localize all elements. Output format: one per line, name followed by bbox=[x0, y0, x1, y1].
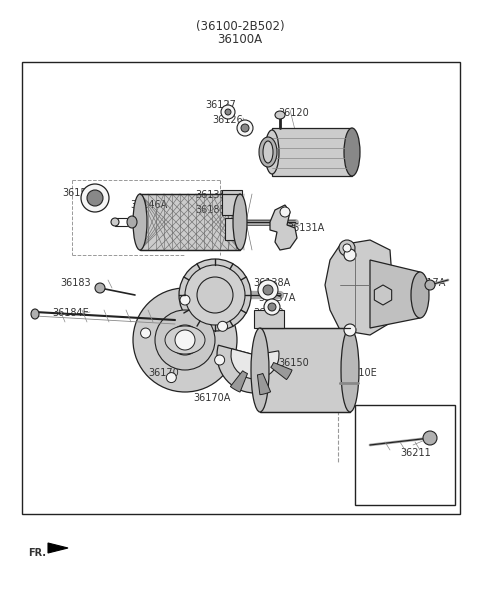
Circle shape bbox=[170, 325, 200, 355]
Circle shape bbox=[133, 288, 237, 392]
Text: 36170A: 36170A bbox=[193, 393, 230, 403]
Polygon shape bbox=[270, 205, 297, 250]
Ellipse shape bbox=[259, 137, 277, 167]
Wedge shape bbox=[271, 362, 292, 380]
Text: 36145: 36145 bbox=[185, 282, 216, 292]
Text: 36117A: 36117A bbox=[408, 278, 445, 288]
Text: 36110E: 36110E bbox=[340, 368, 377, 378]
Circle shape bbox=[155, 310, 215, 370]
Wedge shape bbox=[230, 371, 248, 392]
Circle shape bbox=[197, 277, 233, 313]
Text: 36184E: 36184E bbox=[52, 308, 89, 318]
Circle shape bbox=[263, 285, 273, 295]
Bar bbox=[272, 128, 352, 176]
Circle shape bbox=[343, 244, 351, 252]
Bar bbox=[225, 218, 243, 240]
Text: 36211: 36211 bbox=[400, 448, 431, 458]
Circle shape bbox=[81, 184, 109, 212]
Ellipse shape bbox=[31, 309, 39, 319]
Ellipse shape bbox=[127, 216, 137, 228]
Bar bbox=[22, 62, 460, 514]
Circle shape bbox=[166, 373, 176, 383]
Text: 36185: 36185 bbox=[195, 205, 226, 215]
Text: FR.: FR. bbox=[28, 548, 46, 558]
Bar bbox=[260, 328, 350, 412]
Circle shape bbox=[217, 321, 228, 331]
Circle shape bbox=[423, 431, 437, 445]
Text: (36100-2B502): (36100-2B502) bbox=[196, 20, 284, 33]
Circle shape bbox=[225, 109, 231, 115]
Polygon shape bbox=[325, 240, 395, 335]
Text: 36150: 36150 bbox=[278, 358, 309, 368]
Circle shape bbox=[237, 120, 253, 136]
Circle shape bbox=[264, 299, 280, 315]
Text: 36131A: 36131A bbox=[287, 223, 324, 233]
Text: 36100A: 36100A bbox=[217, 33, 263, 46]
Polygon shape bbox=[370, 260, 420, 328]
Text: 36146A: 36146A bbox=[130, 200, 167, 210]
Circle shape bbox=[221, 105, 235, 119]
Bar bbox=[140, 194, 240, 250]
Circle shape bbox=[241, 124, 249, 132]
Ellipse shape bbox=[344, 128, 360, 176]
Text: 36135A: 36135A bbox=[195, 190, 232, 200]
Ellipse shape bbox=[263, 141, 273, 163]
Circle shape bbox=[180, 295, 190, 305]
Circle shape bbox=[258, 280, 278, 300]
Circle shape bbox=[425, 280, 435, 290]
Ellipse shape bbox=[133, 194, 147, 250]
Wedge shape bbox=[217, 345, 293, 393]
Ellipse shape bbox=[233, 194, 247, 250]
Text: 36152B: 36152B bbox=[62, 188, 100, 198]
Ellipse shape bbox=[275, 111, 285, 119]
Ellipse shape bbox=[265, 130, 279, 174]
Polygon shape bbox=[48, 543, 68, 553]
Wedge shape bbox=[257, 373, 271, 395]
Text: 36126: 36126 bbox=[212, 115, 243, 125]
Text: 36170: 36170 bbox=[148, 368, 179, 378]
Text: 36127: 36127 bbox=[205, 100, 236, 110]
Circle shape bbox=[185, 265, 245, 325]
Circle shape bbox=[87, 190, 103, 206]
Bar bbox=[355, 405, 455, 505]
Bar bbox=[254, 310, 284, 328]
Circle shape bbox=[339, 240, 355, 256]
Text: 36138A: 36138A bbox=[253, 278, 290, 288]
Ellipse shape bbox=[111, 218, 119, 226]
Circle shape bbox=[280, 207, 290, 217]
Text: 36120: 36120 bbox=[278, 108, 309, 118]
Circle shape bbox=[344, 324, 356, 336]
Ellipse shape bbox=[411, 272, 429, 318]
Text: 36183: 36183 bbox=[60, 278, 91, 288]
Circle shape bbox=[179, 259, 251, 331]
Circle shape bbox=[268, 303, 276, 311]
Circle shape bbox=[344, 249, 356, 261]
Ellipse shape bbox=[341, 328, 359, 412]
Wedge shape bbox=[231, 349, 279, 379]
Circle shape bbox=[215, 355, 225, 365]
Polygon shape bbox=[374, 285, 392, 305]
Circle shape bbox=[141, 328, 151, 338]
Bar bbox=[222, 190, 242, 215]
Ellipse shape bbox=[165, 326, 205, 354]
Text: 36137A: 36137A bbox=[258, 293, 295, 303]
Circle shape bbox=[95, 283, 105, 293]
Ellipse shape bbox=[251, 328, 269, 412]
Text: 36102: 36102 bbox=[253, 308, 284, 318]
Circle shape bbox=[175, 330, 195, 350]
